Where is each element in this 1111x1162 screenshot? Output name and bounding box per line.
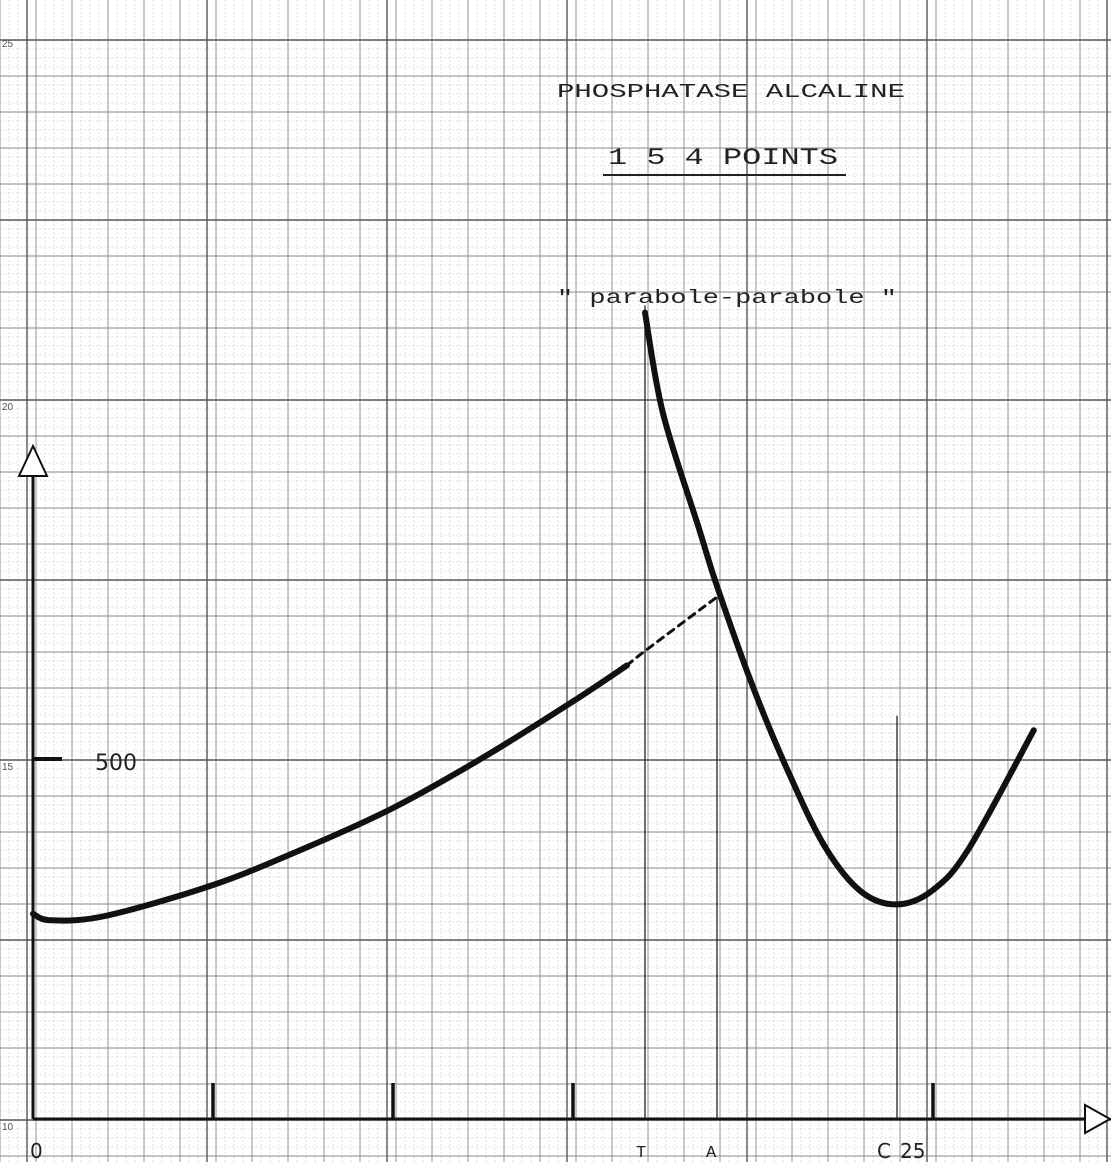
x-label-t: T — [636, 1144, 646, 1162]
x-label-c: C — [877, 1139, 891, 1162]
series-line-2 — [625, 595, 719, 667]
series-line-3 — [642, 309, 1037, 908]
paper-margin-label: 10 — [2, 1122, 14, 1133]
paper-margin-label: 20 — [2, 402, 14, 413]
reference-lines — [644, 305, 898, 1119]
chart-annotation: " parabole-parabole " — [557, 287, 897, 309]
chart-subtitle: 1 5 4 POINTS — [608, 145, 838, 171]
x-label-a: A — [706, 1144, 717, 1162]
x-label-origin: 0 — [30, 1139, 43, 1162]
y-marker-label: 500 — [95, 751, 137, 776]
series-line-1 — [30, 662, 630, 924]
x-ticks — [211, 1083, 935, 1119]
paper-margin-label: 15 — [2, 762, 14, 773]
curves — [30, 309, 1037, 924]
paper-margin-label: 25 — [2, 39, 14, 50]
axes — [17, 443, 1111, 1135]
chart-title: PHOSPHATASE ALCALINE — [557, 81, 905, 103]
y-axis-arrow — [17, 443, 49, 477]
x-axis-arrow — [1084, 1103, 1111, 1135]
x-label-c-value: 25 — [900, 1139, 925, 1162]
paper-margin-labels: 25 20 15 10 — [2, 39, 14, 1133]
